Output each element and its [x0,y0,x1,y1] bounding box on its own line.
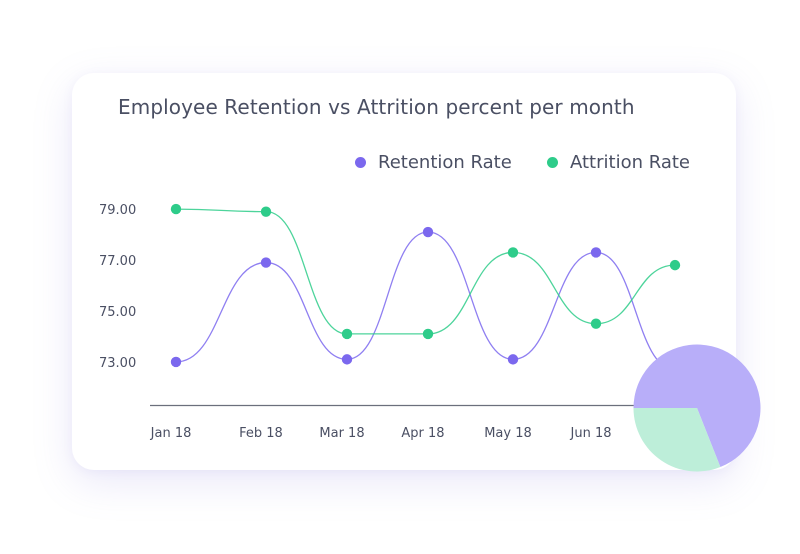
legend-item-attrition[interactable]: Attrition Rate [547,152,690,173]
data-point-attrition [341,328,353,340]
data-point-attrition [422,328,434,340]
data-point-attrition [260,206,272,217]
legend-label-attrition: Attrition Rate [570,152,690,173]
x-tick-label: Jun 18 [570,426,612,441]
x-tick-label: Feb 18 [239,426,283,441]
y-tick-label: 73.00 [99,356,136,371]
data-point-attrition [507,247,519,258]
data-point-retention [260,257,272,268]
y-tick-label: 75.00 [99,305,136,320]
x-tick-label: Apr 18 [401,426,444,441]
y-tick-label: 79.00 [99,203,136,218]
legend-marker-retention [355,157,366,168]
legend-marker-attrition [547,157,558,168]
data-point-retention [341,354,353,365]
chart-title: Employee Retention vs Attrition percent … [118,95,635,119]
data-point-retention [590,247,602,258]
legend-label-retention: Retention Rate [378,152,512,173]
x-tick-label: Jan 18 [150,426,192,441]
data-point-retention [422,226,434,238]
x-tick-label: Mar 18 [319,426,364,441]
data-point-attrition [590,318,602,329]
y-tick-label: 77.00 [99,254,136,269]
pie-slice [633,344,761,468]
pie-slice [633,408,721,472]
x-tick-label: May 18 [484,426,532,441]
data-point-retention [170,356,182,368]
data-point-attrition [669,259,681,271]
chart-card [72,73,736,470]
legend-item-retention[interactable]: Retention Rate [355,152,512,173]
data-point-attrition [170,203,182,215]
data-point-retention [507,354,519,365]
